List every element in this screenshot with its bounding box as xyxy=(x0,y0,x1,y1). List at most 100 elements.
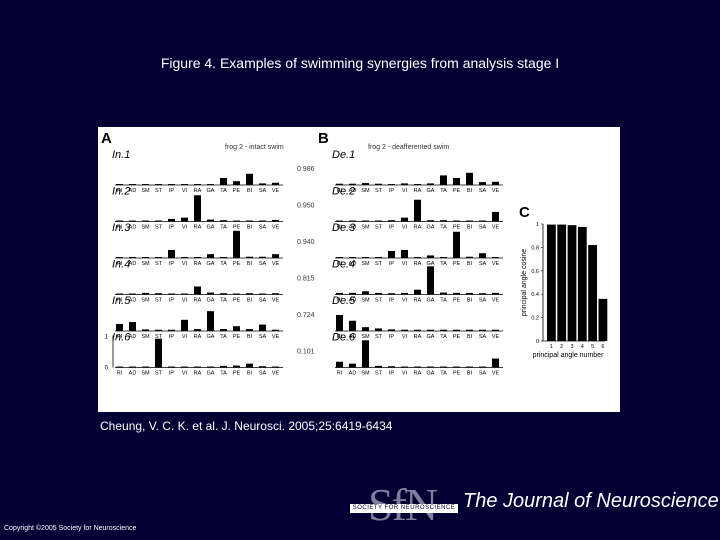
muscle-label: VE xyxy=(272,371,280,377)
muscle-label: PE xyxy=(233,298,241,304)
panel-b-bar xyxy=(440,220,447,222)
panel-a-bar xyxy=(220,293,227,295)
panel-b-bar xyxy=(349,320,356,331)
muscle-label: SM xyxy=(361,225,370,231)
panel-b-bar xyxy=(375,328,382,331)
panel-a-bar xyxy=(168,293,175,295)
panel-b-bar xyxy=(362,340,369,368)
muscle-label: BI xyxy=(247,261,253,267)
muscle-label: RA xyxy=(194,225,202,231)
panel-a-synergy-label: In.4 xyxy=(112,259,130,271)
panel-b-bar xyxy=(427,366,434,368)
muscle-label: IP xyxy=(169,334,175,340)
muscle-label: SM xyxy=(361,298,370,304)
muscle-label: TA xyxy=(220,334,227,340)
slide-title: Figure 4. Examples of swimming synergies… xyxy=(160,55,560,71)
panel-c-xtick-label: 5 xyxy=(591,344,594,350)
muscle-label: BI xyxy=(467,261,473,267)
muscle-label: GA xyxy=(207,371,215,377)
panel-a-bar xyxy=(207,292,214,295)
panel-c-xtick-label: 3 xyxy=(570,344,573,350)
muscle-label: ST xyxy=(155,261,163,267)
muscle-label: RI xyxy=(337,334,343,340)
muscle-label: ST xyxy=(155,298,163,304)
muscle-label: GA xyxy=(207,298,215,304)
panel-b-bar xyxy=(466,366,473,368)
panel-a-bar xyxy=(168,184,175,185)
panel-a-bar xyxy=(142,220,149,222)
muscle-label: BI xyxy=(467,334,473,340)
muscle-label: VE xyxy=(272,261,280,267)
muscle-label: BI xyxy=(247,225,253,231)
muscle-label: RA xyxy=(414,225,422,231)
panel-b-bar xyxy=(466,256,473,258)
muscle-label: SA xyxy=(479,261,487,267)
panel-a-bar xyxy=(207,366,214,368)
muscle-label: RA xyxy=(194,188,202,194)
panel-c-bar xyxy=(588,245,597,341)
muscle-label: BI xyxy=(247,334,253,340)
panel-c-bar xyxy=(577,226,587,341)
sfn-logo-banner: SOCIETY FOR NEUROSCIENCE xyxy=(350,504,458,513)
panel-b-bar xyxy=(375,183,382,185)
panel-a-bar xyxy=(116,323,123,331)
figure-svg: A B frog 2 - intact swim frog 2 - deaffe… xyxy=(101,130,608,377)
panel-a-bar xyxy=(233,293,240,295)
muscle-label: RI xyxy=(117,371,123,377)
panel-a-letter: A xyxy=(101,130,112,147)
panel-a-bar xyxy=(168,329,175,331)
panel-c-letter: C xyxy=(519,204,530,221)
muscle-label: ST xyxy=(375,188,383,194)
panel-a-bar xyxy=(272,219,279,222)
panel-a-bar xyxy=(142,257,149,258)
panel-b-letter: B xyxy=(318,130,329,147)
panel-a-bar xyxy=(233,220,240,222)
panel-a-bar xyxy=(207,219,214,222)
panel-b-bar xyxy=(401,183,408,185)
panel-b-bar xyxy=(401,217,408,222)
muscle-label: AD xyxy=(129,188,137,194)
muscle-label: GA xyxy=(427,298,435,304)
sfn-logo-banner-text: SOCIETY FOR NEUROSCIENCE xyxy=(352,505,456,511)
panel-b-bar xyxy=(453,231,460,258)
muscle-label: SM xyxy=(361,261,370,267)
muscle-label: SM xyxy=(141,261,150,267)
panel-c-ytick-label: 0.8 xyxy=(531,245,539,251)
muscle-label: RI xyxy=(337,225,343,231)
panel-b-bar xyxy=(375,257,382,258)
panel-a-bar xyxy=(207,254,214,258)
muscle-label: PE xyxy=(453,188,461,194)
muscle-label: VI xyxy=(402,334,408,340)
muscle-label: VI xyxy=(182,225,188,231)
muscle-label: SA xyxy=(259,188,267,194)
panel-a-bar xyxy=(142,329,149,331)
panel-b-bar xyxy=(401,292,408,295)
panel-a-bar xyxy=(246,220,253,222)
muscle-label: SM xyxy=(141,225,150,231)
muscle-label: RA xyxy=(194,298,202,304)
panel-b-bar xyxy=(479,182,486,185)
panel-b-bar xyxy=(414,366,421,368)
panel-b-synergy-label: De.4 xyxy=(332,259,355,271)
panel-a-bar xyxy=(272,329,279,331)
panel-b-bar xyxy=(401,329,408,331)
panel-a-synergy-label: In.3 xyxy=(112,222,131,234)
panel-a-bar xyxy=(220,177,227,185)
panel-a-bar xyxy=(116,366,123,368)
muscle-label: VI xyxy=(402,298,408,304)
muscle-label: VI xyxy=(402,225,408,231)
muscle-label: SM xyxy=(141,334,150,340)
panel-a-bar xyxy=(246,256,253,258)
panel-a-synergy-label: In.1 xyxy=(112,149,130,161)
panel-b-bar xyxy=(440,366,447,368)
muscle-label: SA xyxy=(479,225,487,231)
panel-b-bar xyxy=(414,329,421,331)
panel-b-bar xyxy=(479,293,486,295)
panel-b-bar xyxy=(427,266,434,295)
muscle-label: SA xyxy=(259,298,267,304)
panel-c-ytick-label: 0.6 xyxy=(531,269,539,275)
panel-b-synergy-label: De.2 xyxy=(332,186,355,198)
panel-b-bar xyxy=(349,183,356,185)
panel-b-bar xyxy=(362,327,369,331)
panel-a-bar xyxy=(129,366,136,368)
